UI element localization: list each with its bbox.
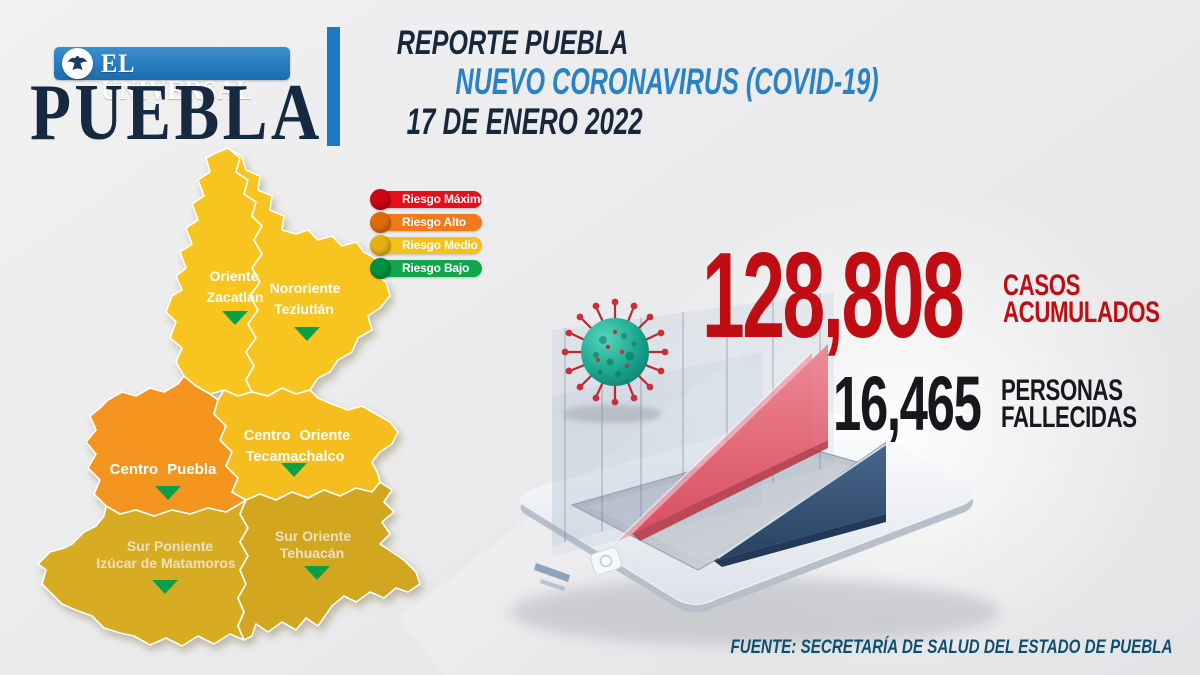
trend-down-icon	[222, 311, 248, 325]
legend-dot-alto	[370, 212, 391, 233]
masthead-bar: EL UNIVERSAL	[54, 47, 290, 104]
legend-dot-bajo	[370, 258, 391, 279]
label-centro-puebla: Centro Puebla	[110, 461, 217, 478]
cases-total-label: CASOS ACUMULADOS	[1003, 269, 1160, 329]
region-sur-poniente-izucar	[37, 499, 249, 647]
tablet-speaker-2	[540, 579, 565, 591]
legend-dot-medio	[370, 235, 391, 256]
legend-item-riesgo-bajo: Riesgo Bajo	[370, 258, 482, 279]
trend-down-icon	[294, 327, 320, 341]
label-centro-oriente-2: Tecamachalco	[246, 449, 345, 465]
deaths-total-label: PERSONAS FALLECIDAS	[1001, 374, 1137, 434]
region-centro-oriente-tecamachalco	[213, 387, 399, 501]
tablet-speaker	[534, 563, 570, 582]
legend-label-bajo: Riesgo Bajo	[402, 261, 470, 275]
coronavirus-icon	[561, 298, 669, 423]
region-sur-oriente-tehuacan	[237, 481, 421, 641]
label-centro-oriente-1: Centro Oriente	[244, 428, 351, 444]
cases-label-line1: CASOS	[1003, 269, 1081, 302]
label-sur-oriente-2: Tehuacán	[280, 545, 344, 561]
eagle-emblem	[62, 48, 93, 79]
deaths-label-line2: FALLECIDAS	[1001, 401, 1137, 434]
trend-down-icon	[152, 580, 178, 594]
trend-down-icon	[281, 463, 307, 477]
report-date: 17 DE ENERO 2022	[406, 101, 643, 142]
trend-markers	[152, 311, 330, 594]
source-attribution: FUENTE: SECRETARÍA DE SALUD DEL ESTADO D…	[730, 637, 1172, 658]
legend-item-riesgo-medio: Riesgo Medio	[370, 235, 482, 256]
label-nororiente-teziutlan-1: Nororiente	[270, 280, 341, 296]
region-nororiente-teziutlan	[227, 147, 391, 397]
deaths-label-line1: PERSONAS	[1001, 374, 1123, 407]
report-subtitle: NUEVO CORONAVIRUS (COVID-19)	[455, 61, 879, 102]
legend-item-riesgo-maximo: Riesgo Máximo	[370, 189, 488, 210]
home-button	[590, 546, 622, 576]
legend-item-riesgo-alto: Riesgo Alto	[370, 212, 482, 233]
report-title: REPORTE PUEBLA	[396, 24, 629, 62]
masthead-brand: EL UNIVERSAL	[101, 49, 254, 105]
cases-label-line2: ACUMULADOS	[1003, 296, 1160, 329]
label-sur-poniente-1: Sur Poniente	[127, 538, 214, 554]
label-sur-oriente-1: Sur Oriente	[275, 528, 351, 544]
trend-down-icon	[155, 486, 181, 500]
cases-total-value: 128,808	[702, 227, 965, 363]
deaths-total-value: 16,465	[833, 361, 982, 447]
label-oriente-zacatlan-1: Oriente	[209, 268, 258, 284]
risk-legend: Riesgo Máximo Riesgo Alto Riesgo Medio R…	[370, 189, 496, 279]
tablet-shadow	[510, 578, 1000, 646]
label-nororiente-teziutlan-2: Teziutlán	[274, 301, 334, 317]
masthead-edition: PUEBLA	[30, 69, 323, 157]
legend-label-alto: Riesgo Alto	[402, 215, 467, 229]
legend-dot-maximo	[370, 189, 391, 210]
legend-label-medio: Riesgo Medio	[402, 238, 478, 252]
eagle-icon	[67, 56, 88, 71]
map-labels: Oriente Zacatlán Nororiente Teziutlán Ce…	[96, 268, 351, 571]
legend-label-maximo: Riesgo Máximo	[402, 192, 488, 206]
blue-trend-triangle	[714, 442, 887, 567]
header-accent-bar	[327, 27, 340, 146]
trend-down-icon	[304, 566, 330, 580]
label-sur-poniente-2: Izúcar de Matamoros	[96, 555, 235, 571]
label-oriente-zacatlan-2: Zacatlán	[207, 289, 264, 305]
red-trend-triangle	[615, 344, 828, 543]
